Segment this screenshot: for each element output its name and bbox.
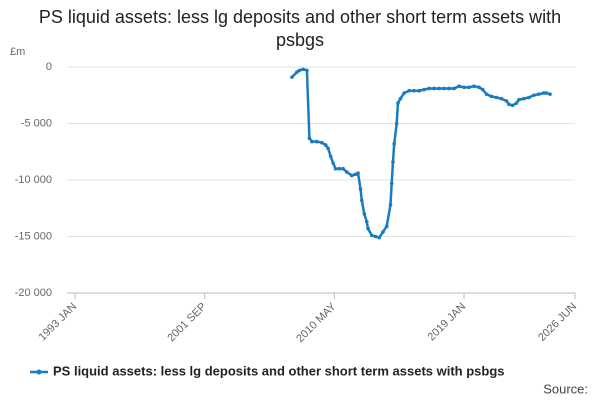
data-point [337, 166, 342, 171]
data-point [326, 146, 330, 151]
data-point [358, 187, 363, 191]
data-line [291, 67, 551, 240]
data-point [427, 86, 431, 91]
data-point [517, 97, 521, 102]
data-point [297, 68, 302, 73]
data-point [489, 94, 494, 99]
data-point [504, 99, 509, 103]
data-point [452, 86, 456, 91]
x-tick-label: 2001 SEP [165, 301, 209, 345]
data-point [467, 85, 471, 90]
data-point [447, 86, 451, 91]
data-point [391, 160, 395, 164]
source: Source: [543, 381, 588, 396]
data-point [315, 139, 319, 144]
data-point [389, 181, 394, 186]
data-point [366, 226, 370, 231]
data-point [527, 95, 531, 100]
data-point [364, 220, 369, 224]
data-point [480, 87, 485, 92]
x-tick-label: 2026 JUN [536, 301, 579, 344]
y-tick-label: -20 000 [15, 287, 52, 299]
data-point [392, 142, 397, 146]
data-point [394, 121, 399, 126]
legend-label: PS liquid assets: less lg deposits and o… [53, 363, 505, 378]
data-point [359, 198, 364, 203]
data-point [514, 101, 519, 105]
data-point [522, 96, 526, 101]
data-point [362, 212, 367, 216]
data-point [341, 166, 345, 171]
data-point [345, 170, 349, 174]
data-point [310, 139, 314, 144]
y-axis-label: £m [10, 46, 25, 58]
data-point [412, 88, 416, 93]
data-point [462, 85, 466, 90]
data-point [422, 87, 426, 92]
data-point [381, 230, 385, 234]
y-tick-label: 0 [46, 61, 52, 73]
data-point [396, 101, 400, 105]
data-point [373, 234, 378, 239]
x-tick-label: 2019 JAN [426, 301, 469, 344]
data-point [437, 86, 441, 91]
data-point [350, 173, 354, 178]
data-point [384, 224, 389, 229]
data-point [548, 92, 552, 96]
data-point [290, 75, 294, 79]
data-point [402, 91, 406, 95]
data-point [442, 86, 446, 91]
data-point [407, 88, 411, 93]
legend-marker [36, 369, 42, 375]
data-point [331, 161, 335, 165]
data-point [301, 67, 305, 72]
data-point [305, 68, 309, 73]
y-tick-label: -10 000 [15, 174, 52, 186]
data-point [532, 93, 536, 98]
data-point [494, 95, 499, 100]
data-point [328, 154, 333, 159]
data-point [333, 166, 338, 171]
data-point [484, 92, 489, 96]
data-point [472, 84, 476, 89]
data-point [417, 88, 421, 93]
data-point [510, 103, 515, 108]
data-point [537, 92, 541, 96]
data-point [369, 233, 374, 238]
data-point [388, 203, 393, 207]
data-point [320, 140, 324, 145]
data-point [432, 86, 436, 91]
y-tick-label: -5 000 [21, 117, 52, 129]
x-tick-label: 2010 MAY [294, 300, 339, 345]
data-point [544, 91, 549, 95]
data-point [457, 84, 461, 89]
data-point [499, 96, 504, 101]
data-point [377, 235, 382, 240]
y-tick-label: -15 000 [15, 230, 52, 242]
data-point [398, 96, 403, 101]
data-point [307, 136, 312, 140]
data-point [477, 85, 481, 90]
data-point [542, 91, 546, 95]
data-point [356, 171, 360, 176]
x-tick-label: 1993 JAN [37, 301, 80, 344]
data-point [323, 143, 328, 147]
data-point [507, 102, 511, 107]
chart-title: PS liquid assets: less lg deposits and o… [38, 7, 562, 50]
